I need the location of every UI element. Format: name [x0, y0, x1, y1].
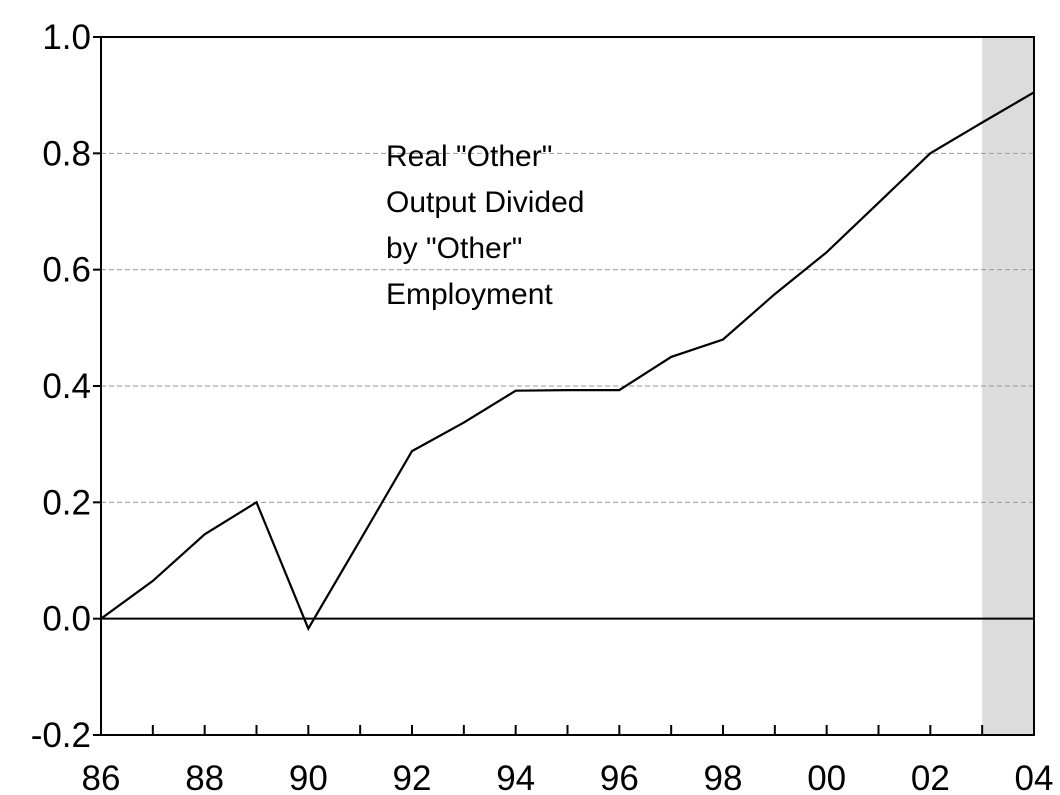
- y-axis-tick-labels: -0.2 0.0 0.2 0.4 0.6 0.8 1.0: [31, 18, 91, 755]
- y-tick-label: 0.2: [42, 483, 91, 522]
- series-annotation: Real "Other" Output Divided by "Other" Empl…: [386, 140, 584, 311]
- annotation-line: Employment: [386, 278, 553, 311]
- series-line: [100, 91, 1035, 632]
- y-tick-label: 0.4: [42, 367, 91, 406]
- y-tick-label: 0.8: [42, 134, 91, 173]
- x-tick-label: 88: [185, 759, 224, 795]
- x-tick-label: 04: [1015, 759, 1054, 795]
- x-tick-label: 02: [911, 759, 950, 795]
- y-tick-label: 0.6: [42, 251, 91, 290]
- x-tick-label: 94: [496, 759, 535, 795]
- x-tick-label: 92: [393, 759, 432, 795]
- annotation-line: Output Divided: [386, 186, 584, 219]
- x-axis-tick-labels: 86 88 90 92 94 96 98 00 02 04: [82, 759, 1054, 795]
- x-tick-label: 98: [704, 759, 743, 795]
- x-tick-label: 96: [600, 759, 639, 795]
- x-tick-label: 86: [82, 759, 121, 795]
- annotation-line: by "Other": [386, 232, 522, 265]
- annotation-line: Real "Other": [386, 140, 552, 173]
- x-tick-label: 00: [807, 759, 846, 795]
- series-line-path: [100, 91, 1035, 632]
- x-axis-ticks: [100, 725, 1035, 735]
- y-tick-label: 1.0: [42, 18, 91, 57]
- x-tick-label: 90: [289, 759, 328, 795]
- y-axis-ticks: [93, 36, 101, 736]
- y-tick-label: 0.0: [42, 600, 91, 639]
- y-tick-label: -0.2: [31, 716, 91, 755]
